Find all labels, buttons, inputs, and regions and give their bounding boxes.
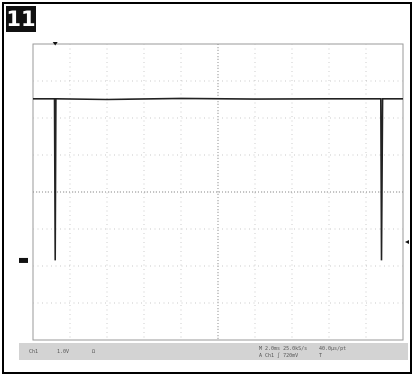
status-timebase: M 2.0ms 25.0kS/s (259, 346, 308, 352)
status-trigger: A Ch1 ∫ 720mV (259, 353, 299, 359)
scope-status-bar: Ch1 1.0V Ω M 2.0ms 25.0kS/s 40.0µs/pt A … (19, 343, 408, 360)
grid (32, 43, 404, 341)
figure-number-badge: 11 (6, 6, 36, 32)
trigger-level-marker (405, 239, 409, 244)
status-trigger-state: T (319, 353, 323, 359)
ground-reference-marker (19, 257, 28, 263)
signal-trace (33, 97, 403, 261)
trigger-position-marker (52, 42, 58, 46)
status-coupling: Ω (92, 349, 96, 355)
status-channel-scale: 1.0V (57, 349, 70, 355)
trace-layer (33, 97, 403, 261)
status-channel: Ch1 (29, 349, 39, 355)
status-record: 40.0µs/pt (319, 346, 347, 352)
marker-layer (19, 42, 409, 263)
